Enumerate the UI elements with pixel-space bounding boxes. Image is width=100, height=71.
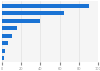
- Bar: [2, 11, 64, 15]
- Bar: [2, 4, 89, 8]
- Bar: [2, 19, 40, 23]
- Bar: [2, 26, 17, 30]
- Bar: [2, 34, 12, 38]
- Bar: [2, 41, 8, 45]
- Bar: [2, 56, 4, 60]
- Bar: [2, 48, 5, 53]
